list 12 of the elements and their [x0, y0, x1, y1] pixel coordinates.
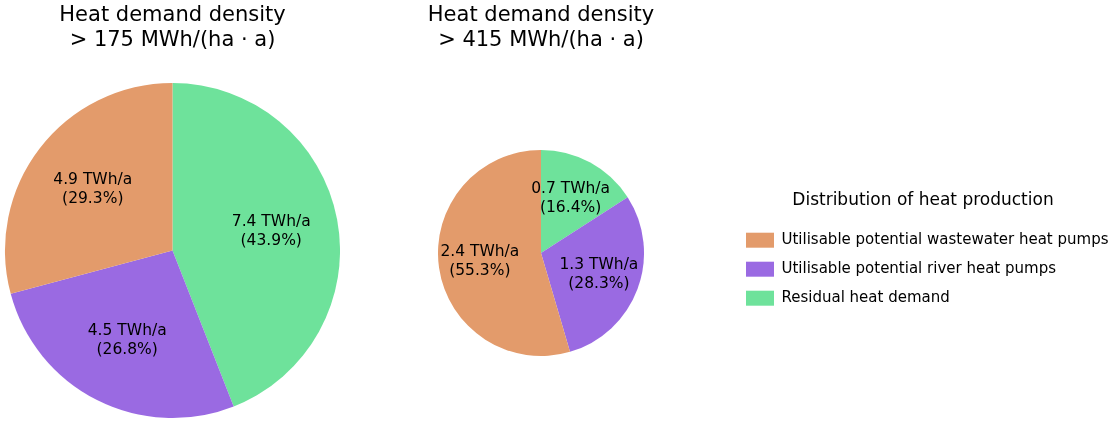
data-label: 2.4 TWh/a (55.3%)	[440, 242, 520, 280]
legend-label: Utilisable potential wastewater heat pumps	[781, 230, 1109, 249]
legend-title: Distribution of heat production	[792, 189, 1054, 210]
legend-label: Utilisable potential river heat pumps	[781, 259, 1057, 278]
data-label: 7.4 TWh/a (43.9%)	[231, 212, 311, 250]
data-label: 4.9 TWh/a (29.3%)	[53, 169, 133, 207]
data-label: 0.7 TWh/a (16.4%)	[531, 179, 611, 217]
data-label: 1.3 TWh/a (28.3%)	[559, 255, 639, 293]
data-label: 4.5 TWh/a (26.8%)	[87, 320, 167, 358]
chart-title: Heat demand density > 175 MWh/(ha · a)	[59, 2, 286, 52]
legend-label: Residual heat demand	[781, 288, 950, 307]
chart-title: Heat demand density > 415 MWh/(ha · a)	[427, 2, 655, 52]
